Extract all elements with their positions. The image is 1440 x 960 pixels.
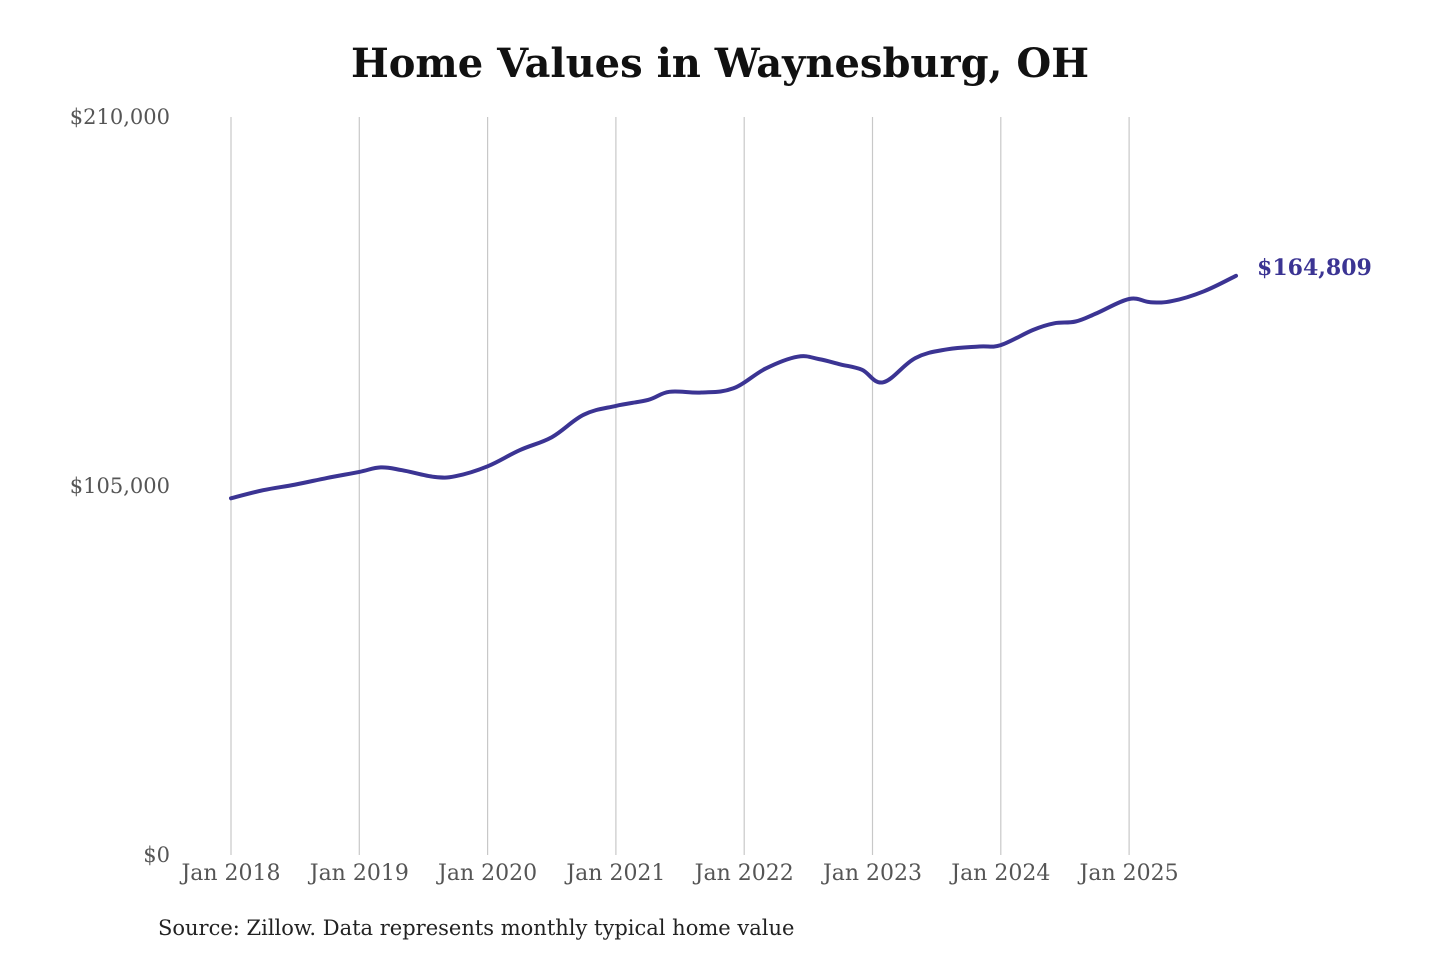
x-tick-label: Jan 2023 — [821, 861, 922, 886]
series-layer — [229, 273, 1238, 501]
y-tick-label: $210,000 — [70, 105, 170, 129]
x-tick-label: Jan 2022 — [693, 861, 794, 886]
y-tick-label: $105,000 — [70, 474, 170, 498]
x-tick-label: Jan 2024 — [949, 861, 1050, 886]
x-tick-label: Jan 2025 — [1078, 861, 1179, 886]
chart-source-note: Source: Zillow. Data represents monthly … — [158, 916, 795, 940]
chart-title: Home Values in Waynesburg, OH — [350, 40, 1090, 87]
x-tick-label: Jan 2019 — [308, 861, 409, 886]
x-tick-label: Jan 2021 — [564, 861, 665, 886]
y-tick-label: $0 — [143, 843, 170, 867]
x-tick-label: Jan 2020 — [436, 861, 537, 886]
end-value-label: $164,809 — [1257, 255, 1372, 281]
gridlines — [230, 117, 1130, 855]
y-axis: $0 $105,000 $210,000 — [70, 105, 170, 867]
home-value-line — [229, 273, 1238, 501]
x-axis: Jan 2018 Jan 2019 Jan 2020 Jan 2021 Jan 2022… — [179, 861, 1178, 886]
x-tick-label: Jan 2018 — [179, 861, 280, 886]
end-label-layer: $164,809 — [1257, 255, 1372, 281]
